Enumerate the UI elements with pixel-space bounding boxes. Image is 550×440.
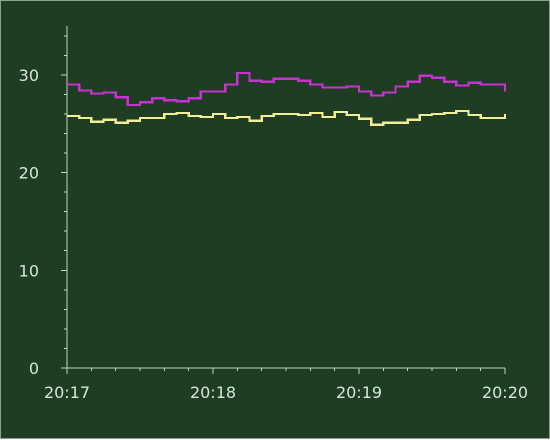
y-tick-label: 10 — [19, 261, 39, 280]
y-tick-label: 30 — [19, 66, 39, 85]
x-tick-label: 20:18 — [190, 383, 236, 402]
chart-series — [67, 71, 507, 126]
series-line-1 — [67, 71, 507, 107]
x-tick-label: 20:19 — [336, 383, 382, 402]
chart-ticks — [61, 35, 506, 374]
x-tick-label: 20:20 — [482, 383, 528, 402]
chart-tick-labels: 0 10 20 30 20:17 20:18 20:19 20:20 — [19, 66, 528, 402]
y-tick-label: 20 — [19, 164, 39, 183]
y-tick-label: 0 — [29, 359, 39, 378]
x-tick-label: 20:17 — [44, 383, 90, 402]
series-line-2 — [67, 109, 507, 126]
